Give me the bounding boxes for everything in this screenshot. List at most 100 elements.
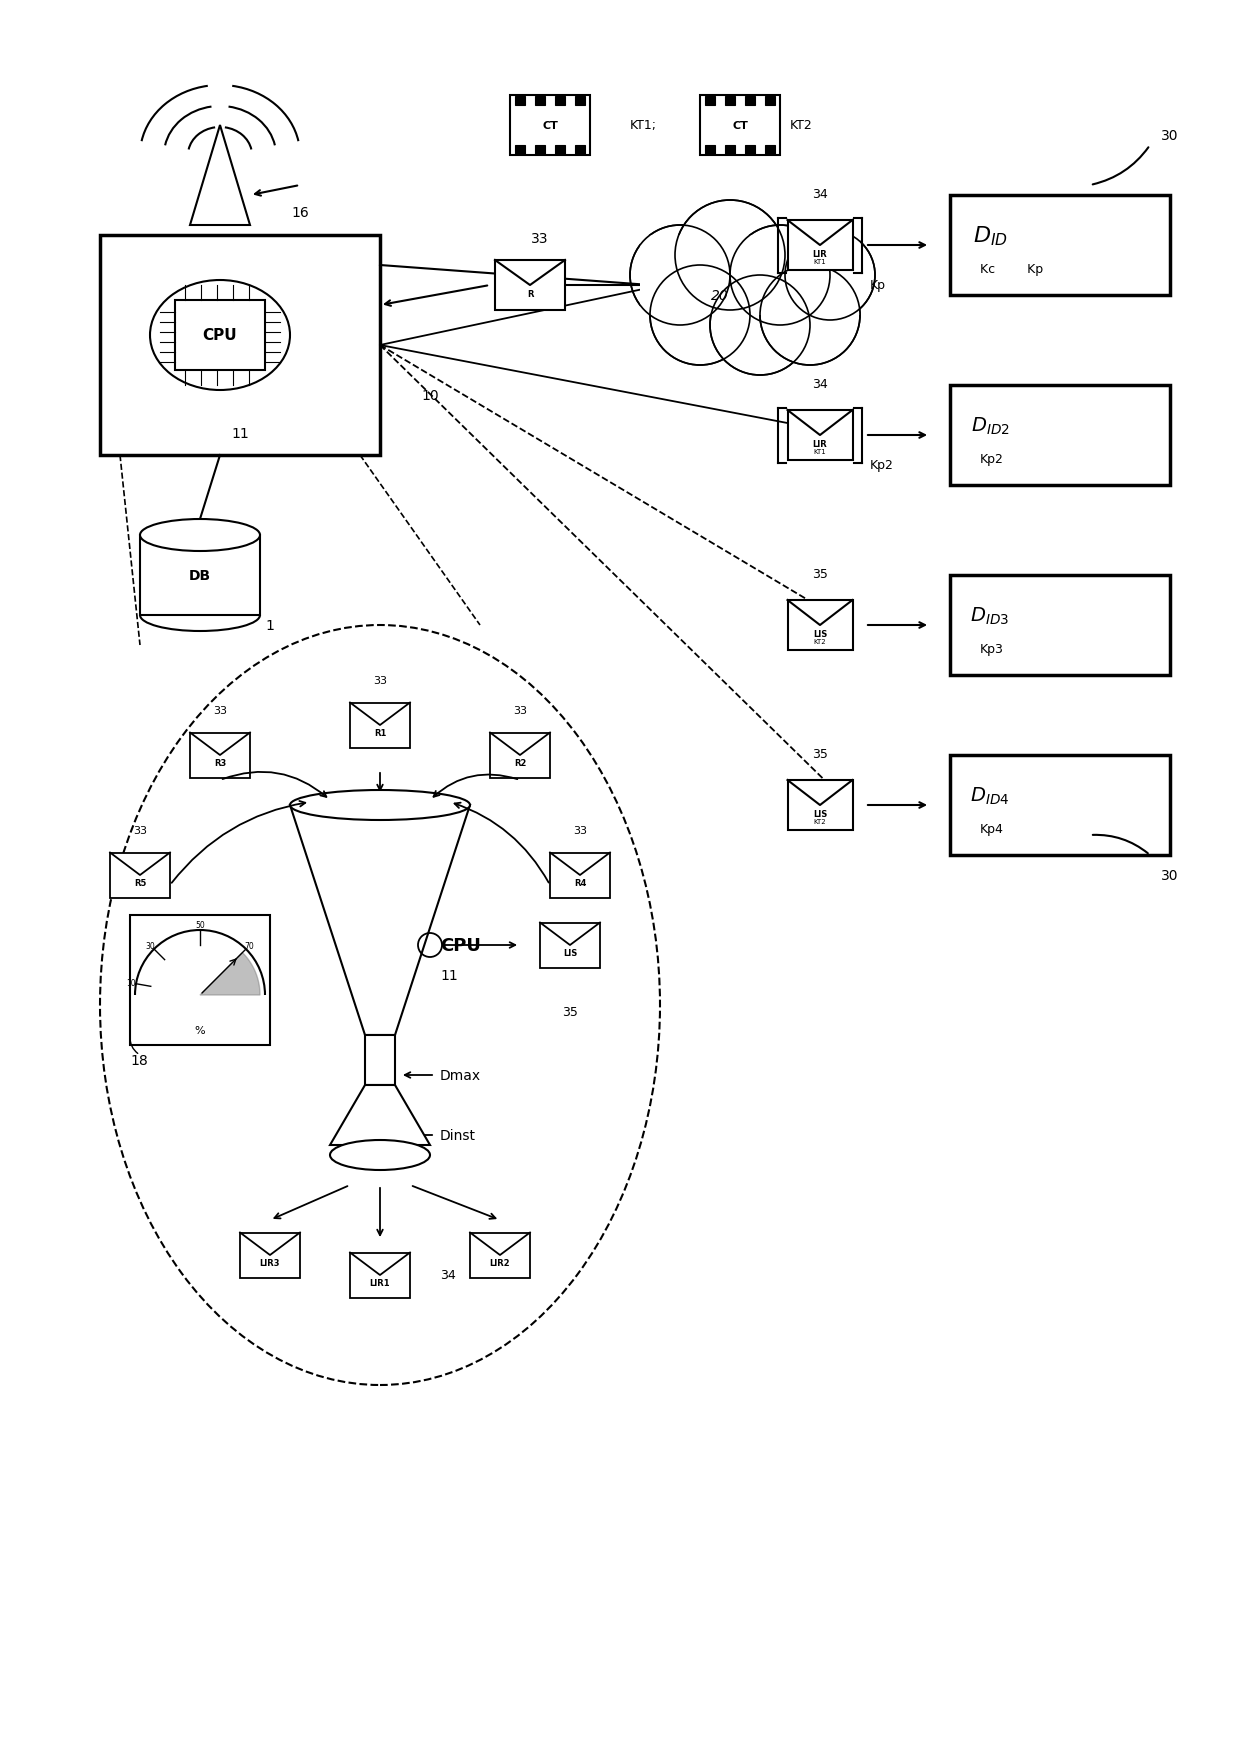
Text: Dinst: Dinst xyxy=(440,1128,476,1143)
FancyBboxPatch shape xyxy=(950,576,1171,676)
Text: Kp4: Kp4 xyxy=(980,823,1004,835)
Text: R: R xyxy=(527,290,533,298)
Text: 33: 33 xyxy=(133,825,148,835)
Bar xyxy=(536,146,544,154)
Text: 70: 70 xyxy=(244,941,254,951)
Text: LIS: LIS xyxy=(813,809,827,818)
Text: 35: 35 xyxy=(812,748,828,760)
Bar xyxy=(490,734,551,777)
Text: Kp2: Kp2 xyxy=(980,453,1004,465)
Text: 16: 16 xyxy=(291,205,309,219)
Text: Kp2: Kp2 xyxy=(870,460,894,472)
Circle shape xyxy=(650,265,750,365)
Bar xyxy=(706,97,714,105)
Text: CT: CT xyxy=(732,121,748,132)
Circle shape xyxy=(760,265,861,365)
FancyBboxPatch shape xyxy=(100,235,379,456)
Text: 1: 1 xyxy=(265,620,274,632)
Text: 34: 34 xyxy=(440,1269,456,1281)
Text: 35: 35 xyxy=(812,567,828,581)
Text: KT1: KT1 xyxy=(813,258,826,265)
Text: CPU: CPU xyxy=(202,328,237,344)
Text: 30: 30 xyxy=(1161,869,1179,883)
Bar xyxy=(745,146,755,154)
FancyBboxPatch shape xyxy=(130,916,270,1046)
Text: 33: 33 xyxy=(531,232,549,246)
Bar xyxy=(725,97,735,105)
Circle shape xyxy=(730,226,830,326)
Text: 10: 10 xyxy=(422,390,439,402)
Text: KT1;: KT1; xyxy=(630,119,657,132)
Text: $D_{ID2}$: $D_{ID2}$ xyxy=(971,416,1009,437)
Text: $D_{ID}$: $D_{ID}$ xyxy=(972,225,1007,247)
Text: LIS: LIS xyxy=(813,630,827,639)
Text: LIR1: LIR1 xyxy=(370,1278,391,1286)
Circle shape xyxy=(711,276,810,376)
Circle shape xyxy=(785,232,875,321)
Text: 35: 35 xyxy=(562,1006,578,1018)
Ellipse shape xyxy=(140,519,260,551)
Bar xyxy=(765,97,775,105)
Circle shape xyxy=(675,200,785,311)
Bar xyxy=(575,97,585,105)
Text: KT2: KT2 xyxy=(813,639,826,644)
Text: Kp: Kp xyxy=(870,279,887,293)
Bar xyxy=(787,221,853,270)
Bar xyxy=(241,1232,300,1278)
Text: 33: 33 xyxy=(573,825,587,835)
Text: %: % xyxy=(195,1025,206,1035)
Bar xyxy=(701,97,780,156)
Text: $D_{ID4}$: $D_{ID4}$ xyxy=(971,784,1009,806)
Bar xyxy=(110,853,170,899)
Polygon shape xyxy=(330,1085,430,1146)
Text: KT2: KT2 xyxy=(790,119,812,132)
Bar xyxy=(787,600,853,651)
Text: Kp3: Kp3 xyxy=(980,642,1004,656)
Text: 34: 34 xyxy=(812,188,828,200)
FancyBboxPatch shape xyxy=(950,386,1171,486)
Bar xyxy=(765,146,775,154)
Text: 33: 33 xyxy=(373,676,387,686)
Bar xyxy=(536,97,544,105)
Text: 18: 18 xyxy=(130,1053,148,1067)
Bar xyxy=(787,411,853,462)
Text: LIR: LIR xyxy=(812,439,827,449)
Text: R5: R5 xyxy=(134,879,146,888)
Text: LIR: LIR xyxy=(812,249,827,258)
Bar xyxy=(515,146,525,154)
Bar xyxy=(350,1253,410,1297)
Bar xyxy=(495,261,565,311)
Text: LIS: LIS xyxy=(563,948,577,958)
Text: 11: 11 xyxy=(231,426,249,441)
FancyBboxPatch shape xyxy=(175,300,265,370)
Polygon shape xyxy=(290,806,470,1035)
Bar xyxy=(551,853,610,899)
Text: 33: 33 xyxy=(513,706,527,716)
Bar xyxy=(575,146,585,154)
Bar xyxy=(140,535,260,616)
Text: R3: R3 xyxy=(213,758,226,767)
Text: 33: 33 xyxy=(213,706,227,716)
Bar xyxy=(510,97,590,156)
Bar xyxy=(556,97,564,105)
Text: KT2: KT2 xyxy=(813,818,826,825)
Text: DB: DB xyxy=(188,569,211,583)
Bar xyxy=(190,734,250,777)
Text: 30: 30 xyxy=(1161,128,1179,142)
Bar xyxy=(706,146,714,154)
Text: 20: 20 xyxy=(711,290,729,304)
Text: LIR2: LIR2 xyxy=(490,1258,511,1267)
Bar xyxy=(365,1035,396,1085)
Text: 30: 30 xyxy=(145,941,155,951)
Text: Dmax: Dmax xyxy=(440,1069,481,1083)
Text: 11: 11 xyxy=(440,969,458,983)
Ellipse shape xyxy=(290,790,470,821)
Text: 34: 34 xyxy=(812,377,828,391)
Polygon shape xyxy=(640,235,861,316)
Text: 50: 50 xyxy=(195,921,205,930)
Text: R1: R1 xyxy=(373,728,386,737)
Text: R2: R2 xyxy=(513,758,526,767)
Text: Kc        Kp: Kc Kp xyxy=(980,263,1043,276)
Bar xyxy=(539,923,600,969)
Text: CT: CT xyxy=(542,121,558,132)
